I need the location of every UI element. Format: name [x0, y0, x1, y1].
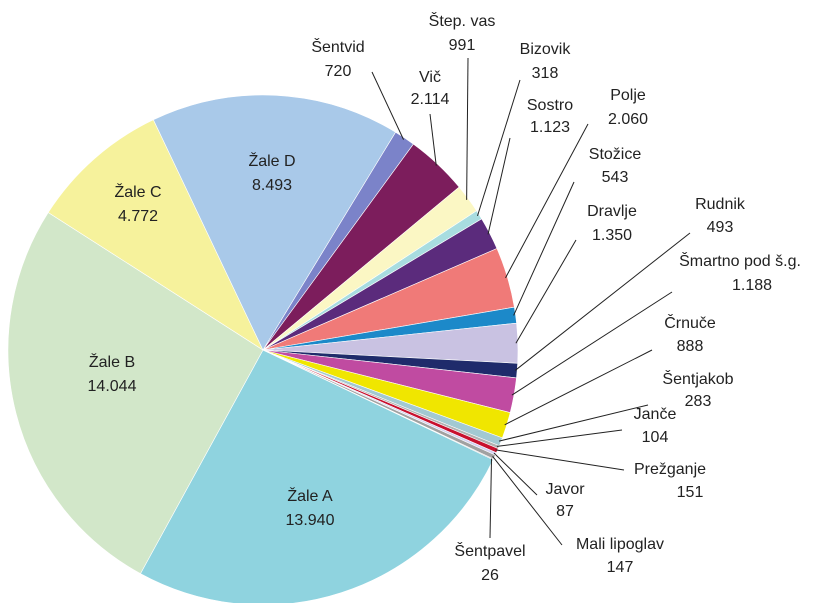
slice-label: Javor: [545, 481, 585, 498]
value-label: 2.060: [608, 111, 648, 128]
value-label: 26: [481, 567, 499, 584]
value-label: 147: [607, 559, 634, 576]
slice-label: Sostro: [527, 97, 573, 114]
leader-line: [492, 455, 563, 546]
leader-line: [466, 57, 469, 200]
slice-label: Dravlje: [587, 203, 637, 220]
value-label: 991: [449, 37, 476, 54]
value-label: 1.188: [732, 277, 772, 294]
value-label: 13.940: [286, 512, 335, 529]
slice-label: Žale D: [248, 151, 295, 170]
pie-slice: [47, 119, 264, 351]
slice-label: Janče: [634, 406, 677, 423]
slice-label: Šentjakob: [662, 369, 733, 388]
value-label: 87: [556, 503, 574, 520]
pie-slice: [140, 349, 494, 606]
slice-label: Vič: [419, 69, 441, 86]
value-label: 8.493: [252, 177, 292, 194]
slice-label: Črnuče: [664, 313, 716, 332]
slice-label: Stožice: [589, 146, 642, 163]
leader-line: [511, 291, 673, 396]
value-label: 1.123: [530, 119, 570, 136]
leader-line: [493, 452, 538, 496]
value-label: 14.044: [88, 378, 137, 395]
value-label: 104: [642, 429, 669, 446]
leader-line: [487, 137, 511, 235]
value-label: 493: [707, 219, 734, 236]
slice-label: Mali lipoglav: [576, 536, 664, 553]
value-label: 888: [677, 338, 704, 355]
value-label: 543: [602, 169, 629, 186]
slice-label: Šentpavel: [454, 541, 525, 560]
value-label: 2.114: [411, 91, 450, 108]
value-label: 318: [532, 65, 559, 82]
slice-label: Žale A: [287, 486, 333, 505]
pie-slice: [262, 349, 494, 461]
value-label: 720: [325, 63, 352, 80]
pie-slice: [7, 212, 264, 575]
leader-line: [514, 232, 691, 371]
slice-label: Žale C: [114, 182, 161, 201]
leader-line: [498, 404, 649, 442]
leader-line: [371, 71, 404, 140]
slice-label: Šentvid: [311, 37, 364, 56]
slice-label: Žale B: [89, 352, 135, 371]
value-label: 4.772: [118, 208, 158, 225]
value-label: 151: [677, 484, 704, 501]
slice-label: Šmartno pod š.g.: [679, 251, 801, 270]
leader-line: [513, 181, 575, 316]
slice-label: Polje: [610, 87, 646, 104]
leader-line: [477, 79, 521, 216]
slice-label: Bizovik: [520, 41, 572, 58]
leader-line: [495, 449, 625, 471]
leader-line: [496, 429, 623, 447]
slice-label: Rudnik: [695, 196, 746, 213]
pie-slice: [152, 94, 397, 351]
leader-line: [504, 349, 653, 426]
slice-label: Prežganje: [634, 461, 706, 478]
leader-line: [515, 239, 577, 344]
leader-line: [429, 113, 437, 166]
leader-line: [489, 458, 493, 539]
leader-line: [505, 123, 589, 279]
value-label: 1.350: [592, 227, 632, 244]
slice-label: Štep. vas: [429, 11, 496, 30]
value-label: 283: [685, 393, 712, 410]
